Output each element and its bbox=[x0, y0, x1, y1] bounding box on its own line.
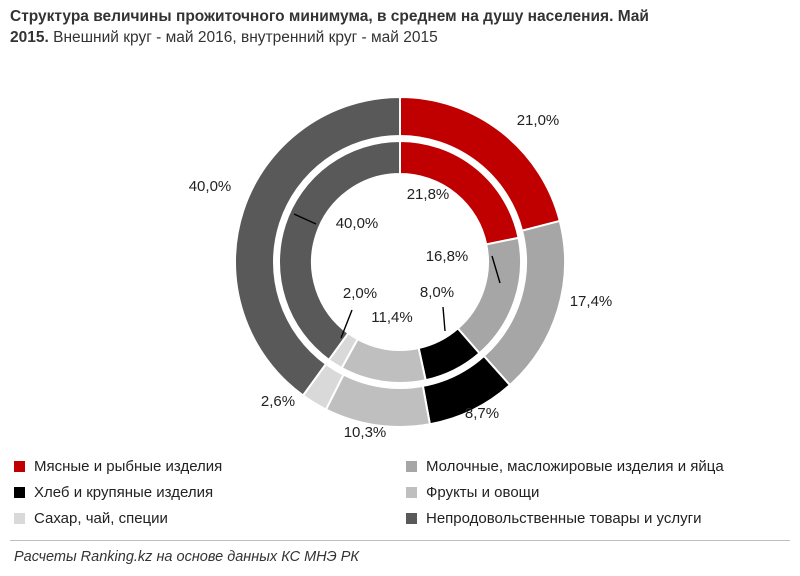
outer-label-nonfood: 40,0% bbox=[189, 178, 232, 195]
legend-swatch bbox=[406, 486, 417, 498]
legend-swatch bbox=[14, 512, 25, 524]
outer-label-fruits: 10,3% bbox=[344, 424, 387, 441]
legend-label: Непродовольственные товары и услуги bbox=[426, 509, 702, 527]
legend-item-dairy: Молочные, масложировые изделия и яйца bbox=[406, 454, 786, 478]
chart-title: Структура величины прожиточного минимума… bbox=[10, 6, 650, 48]
legend-label: Мясные и рыбные изделия bbox=[34, 457, 223, 475]
inner-leader-dairy bbox=[491, 255, 501, 284]
inner-leader-bread bbox=[442, 306, 446, 332]
outer-label-meat-fish: 21,0% bbox=[517, 112, 560, 129]
legend-label: Хлеб и крупяные изделия bbox=[34, 483, 214, 501]
outer-slice-nonfood bbox=[234, 95, 401, 397]
legend-swatch bbox=[406, 512, 417, 524]
inner-label-sugar-tea: 2,0% bbox=[343, 285, 377, 302]
inner-label-fruits: 11,4% bbox=[371, 309, 412, 326]
inner-leader-nonfood bbox=[293, 213, 317, 225]
inner-leader-sugar-tea bbox=[340, 309, 353, 339]
legend-label: Сахар, чай, специи bbox=[34, 509, 168, 527]
data-labels: 21,0% 17,4% 8,7% 10,3% 2,6% 40,0% 21,8% 16,8% 8,… bbox=[189, 112, 613, 441]
inner-ring bbox=[278, 139, 522, 384]
inner-label-dairy: 16,8% bbox=[426, 248, 469, 265]
legend-label: Молочные, масложировые изделия и яйца bbox=[426, 457, 724, 475]
inner-label-bread: 8,0% bbox=[420, 284, 454, 301]
inner-slice-nonfood bbox=[278, 139, 401, 362]
legend-item-bread: Хлеб и крупяные изделия bbox=[14, 480, 406, 504]
legend-swatch bbox=[14, 460, 25, 472]
legend: Мясные и рыбные изделия Молочные, маслож… bbox=[14, 454, 794, 530]
legend-item-fruits: Фрукты и овощи bbox=[406, 480, 786, 504]
legend-label: Фрукты и овощи bbox=[426, 483, 540, 501]
outer-label-dairy: 17,4% bbox=[570, 293, 613, 310]
footer-divider bbox=[10, 540, 790, 541]
legend-swatch bbox=[14, 486, 25, 498]
outer-ring bbox=[234, 95, 566, 428]
legend-item-nonfood: Непродовольственные товары и услуги bbox=[406, 506, 786, 530]
legend-item-sugar-tea: Сахар, чай, специи bbox=[14, 506, 406, 530]
outer-label-sugar-tea: 2,6% bbox=[261, 393, 295, 410]
leader-lines bbox=[293, 213, 501, 339]
legend-item-meat-fish: Мясные и рыбные изделия bbox=[14, 454, 406, 478]
chart-title-bold: Структура величины прожиточного минимума… bbox=[10, 8, 649, 46]
source-note: Расчеты Ranking.kz на основе данных КС М… bbox=[14, 549, 359, 565]
legend-swatch bbox=[406, 460, 417, 472]
inner-label-meat-fish: 21,8% bbox=[407, 186, 450, 203]
inner-label-nonfood: 40,0% bbox=[336, 215, 379, 232]
donut-chart: 21,0% 17,4% 8,7% 10,3% 2,6% 40,0% 21,8% 16,8% 8,… bbox=[189, 95, 613, 441]
outer-label-bread: 8,7% bbox=[465, 405, 499, 422]
chart-subtitle: Внешний круг - май 2016, внутренний круг… bbox=[48, 29, 438, 46]
